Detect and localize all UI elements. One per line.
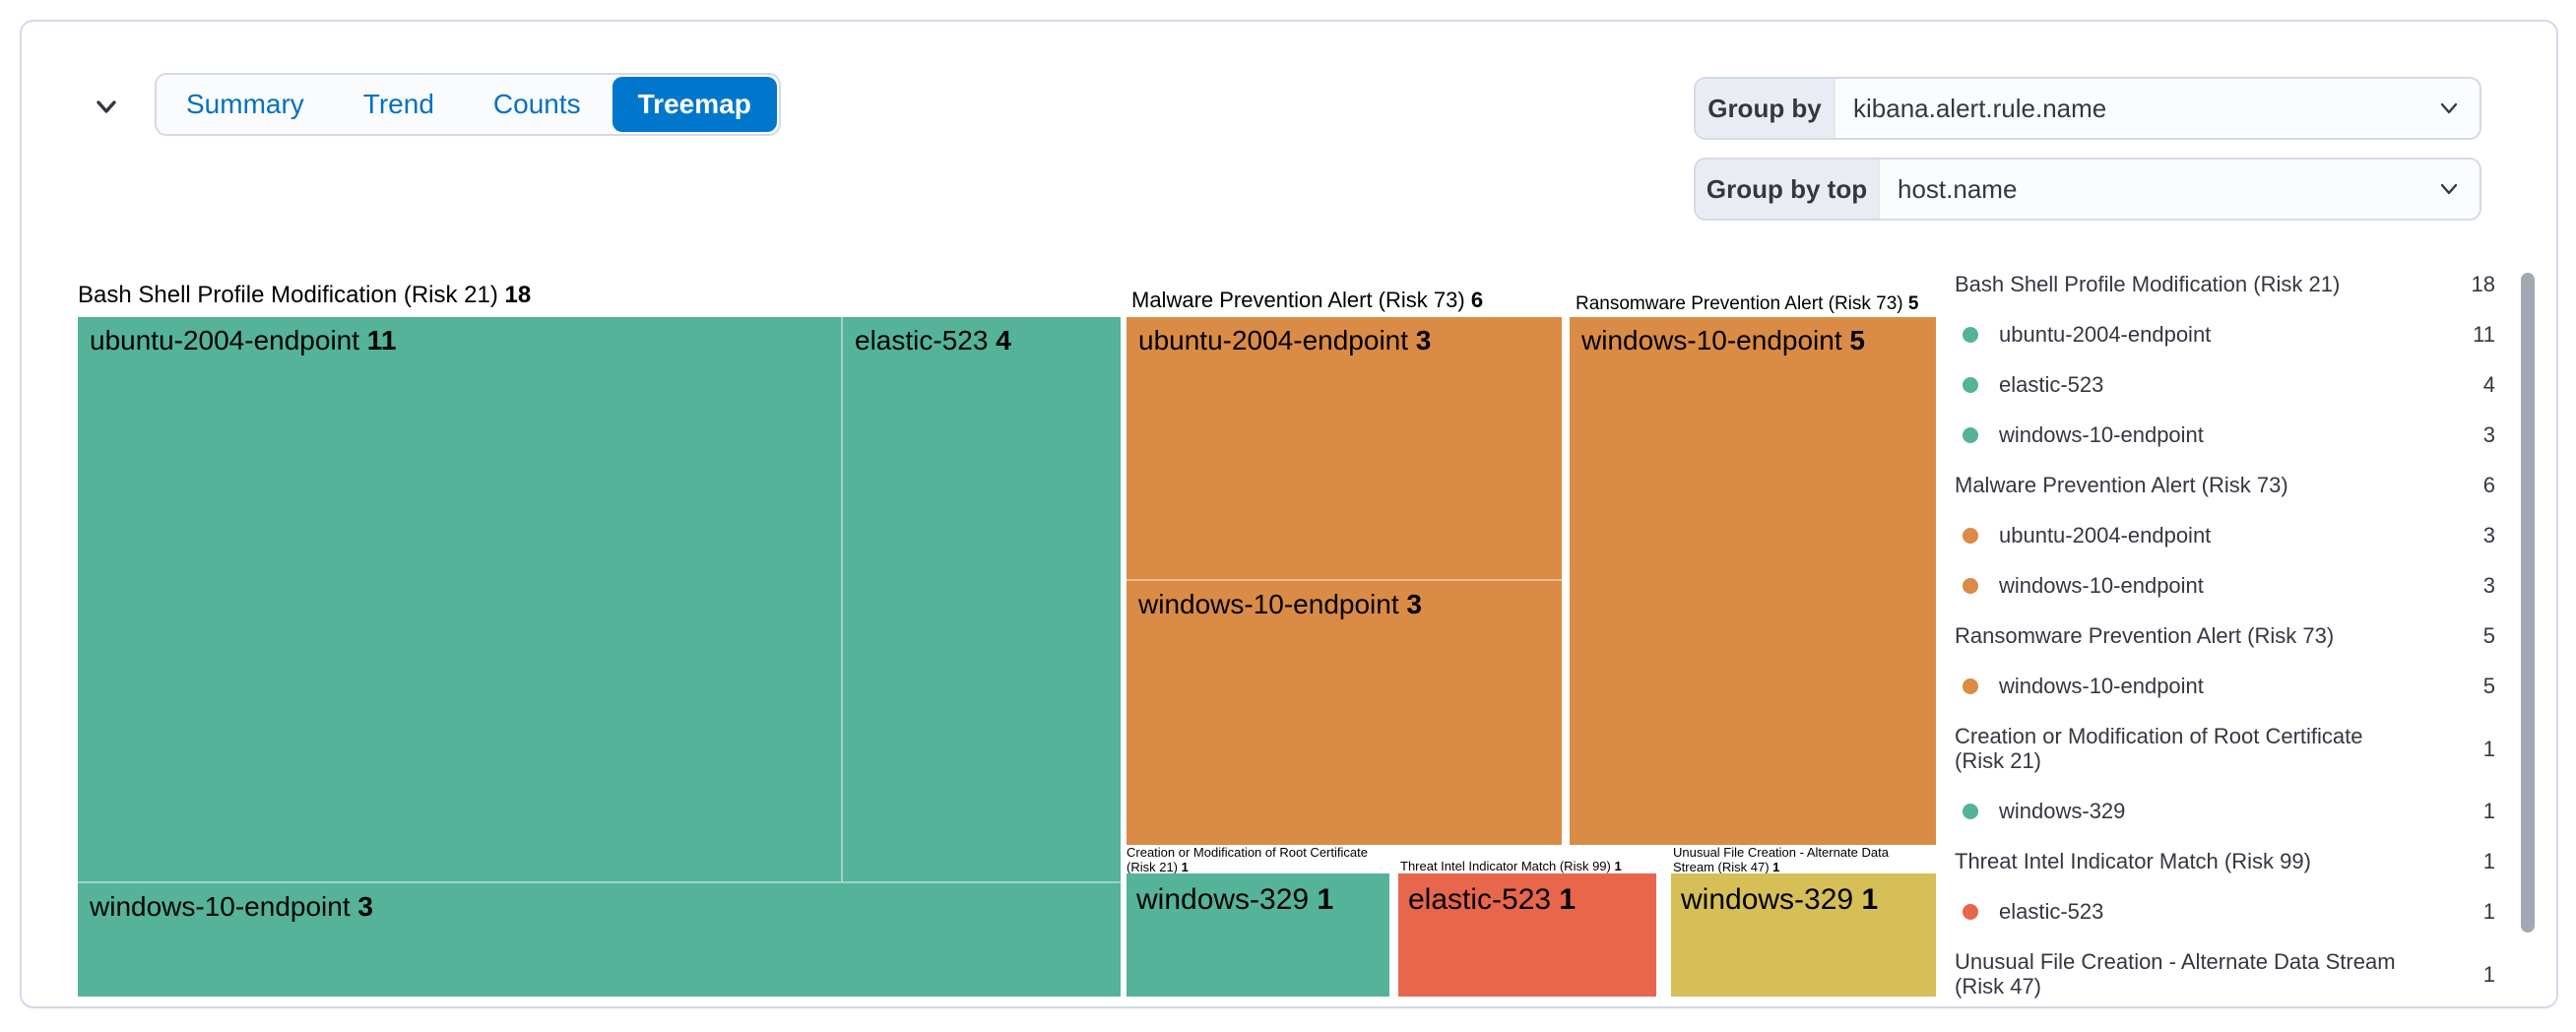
legend-group-item[interactable]: Creation or Modification of Root Certifi… bbox=[1955, 724, 2495, 773]
legend-color-dot bbox=[1963, 677, 1978, 694]
legend-item[interactable]: windows-10-endpoint 3 bbox=[1955, 573, 2495, 598]
collapse-section-button[interactable] bbox=[87, 87, 126, 126]
legend-label: windows-10-endpoint bbox=[1999, 422, 2204, 447]
legend-group-item[interactable]: Threat Intel Indicator Match (Risk 99) 1 bbox=[1955, 849, 2495, 873]
treemap-legend: Bash Shell Profile Modification (Risk 21… bbox=[1955, 272, 2495, 1024]
treemap-cell[interactable]: elastic-523 1 bbox=[1398, 873, 1656, 997]
tab-treemap[interactable]: Treemap bbox=[612, 77, 777, 132]
treemap-cell[interactable]: ubuntu-2004-endpoint 11 bbox=[78, 317, 841, 881]
treemap-group-label: Malware Prevention Alert (Risk 73) 6 bbox=[1131, 288, 1484, 312]
group-by-select[interactable]: Group by kibana.alert.rule.name bbox=[1694, 77, 2481, 140]
legend-item[interactable]: elastic-523 1 bbox=[1955, 899, 2495, 924]
legend-label: elastic-523 bbox=[1999, 899, 2104, 924]
treemap-group: ubuntu-2004-endpoint 3 windows-10-endpoin… bbox=[1127, 317, 1562, 845]
group-by-top-value: host.name bbox=[1898, 173, 2018, 204]
legend-count: 4 bbox=[2482, 372, 2495, 397]
legend-label: Unusual File Creation - Alternate Data S… bbox=[1955, 949, 2396, 999]
legend-group-item[interactable]: Unusual File Creation - Alternate Data S… bbox=[1955, 949, 2495, 999]
legend-count: 1 bbox=[2482, 849, 2495, 873]
treemap-cell-label: windows-329 bbox=[1681, 883, 1862, 916]
treemap-group: elastic-523 1 bbox=[1398, 873, 1656, 997]
legend-count: 3 bbox=[2482, 573, 2495, 598]
alerts-panel: Summary Trend Counts Treemap Group by kiban… bbox=[20, 20, 2558, 1008]
legend-label: windows-10-endpoint bbox=[1999, 674, 2204, 698]
treemap-group-label: Ransomware Prevention Alert (Risk 73) 5 bbox=[1576, 293, 1919, 314]
legend-item[interactable]: ubuntu-2004-endpoint 3 bbox=[1955, 523, 2495, 548]
group-by-value: kibana.alert.rule.name bbox=[1853, 93, 2107, 123]
legend-label: ubuntu-2004-endpoint bbox=[1999, 322, 2212, 347]
treemap-cell-label: windows-10-endpoint bbox=[1581, 325, 1850, 355]
legend-label: windows-10-endpoint bbox=[1999, 573, 2204, 598]
treemap-cell[interactable]: ubuntu-2004-endpoint 3 bbox=[1127, 317, 1562, 579]
group-by-top-prepend-label: Group by top bbox=[1696, 160, 1880, 219]
treemap-group: ubuntu-2004-endpoint 11 elastic-523 4 wind… bbox=[78, 317, 1121, 997]
treemap-cell-label: windows-329 bbox=[1136, 883, 1318, 916]
chevron-down-icon bbox=[2440, 102, 2458, 114]
legend-count: 5 bbox=[2482, 623, 2495, 648]
treemap-cell-label: elastic-523 bbox=[1408, 883, 1560, 916]
legend-count: 1 bbox=[2482, 899, 2495, 924]
legend-label: Creation or Modification of Root Certifi… bbox=[1955, 724, 2363, 773]
chevron-down-icon bbox=[2440, 183, 2458, 195]
treemap-group-label: Unusual File Creation - Alternate Data St… bbox=[1673, 845, 1889, 875]
legend-color-dot bbox=[1963, 376, 1978, 393]
legend-label: Bash Shell Profile Modification (Risk 21… bbox=[1955, 272, 2341, 296]
legend-count: 6 bbox=[2482, 473, 2495, 497]
treemap-chart: Bash Shell Profile Modification (Risk 21… bbox=[22, 22, 2556, 1006]
legend-label: Malware Prevention Alert (Risk 73) bbox=[1955, 473, 2288, 497]
legend-item[interactable]: windows-10-endpoint 3 bbox=[1955, 422, 2495, 447]
legend-count: 5 bbox=[2482, 674, 2495, 698]
legend-count: 1 bbox=[2482, 961, 2495, 987]
legend-color-dot bbox=[1963, 903, 1978, 920]
treemap-cell-label: windows-10-endpoint bbox=[90, 891, 358, 922]
tab-trend[interactable]: Trend bbox=[334, 75, 464, 134]
legend-color-dot bbox=[1963, 426, 1978, 443]
view-tabs: Summary Trend Counts Treemap bbox=[155, 73, 781, 136]
treemap-cell[interactable]: elastic-523 4 bbox=[843, 317, 1121, 881]
group-by-top-select[interactable]: Group by top host.name bbox=[1694, 158, 2481, 221]
legend-label: elastic-523 bbox=[1999, 372, 2104, 397]
legend-item[interactable]: ubuntu-2004-endpoint 11 bbox=[1955, 322, 2495, 347]
legend-item[interactable]: elastic-523 4 bbox=[1955, 372, 2495, 397]
tab-counts[interactable]: Counts bbox=[464, 75, 611, 134]
treemap-group: windows-329 1 bbox=[1671, 873, 1936, 997]
chevron-down-icon bbox=[97, 100, 116, 113]
treemap-group: windows-329 1 bbox=[1127, 873, 1389, 997]
legend-group-item[interactable]: Bash Shell Profile Modification (Risk 21… bbox=[1955, 272, 2495, 296]
treemap-cell[interactable]: windows-10-endpoint 3 bbox=[78, 883, 1121, 997]
legend-item[interactable]: windows-329 1 bbox=[1955, 799, 2495, 823]
treemap-cell-label: ubuntu-2004-endpoint bbox=[90, 325, 367, 355]
treemap-group-label: Bash Shell Profile Modification (Risk 21… bbox=[78, 282, 532, 308]
legend-count: 11 bbox=[2473, 322, 2495, 347]
legend-count: 18 bbox=[2471, 272, 2495, 296]
treemap-cell[interactable]: windows-329 1 bbox=[1127, 873, 1389, 997]
legend-count: 1 bbox=[2482, 799, 2495, 823]
treemap-cell-label: windows-10-endpoint bbox=[1138, 589, 1407, 619]
legend-label: windows-329 bbox=[1999, 799, 2126, 823]
tab-summary[interactable]: Summary bbox=[157, 75, 334, 134]
legend-color-dot bbox=[1963, 577, 1978, 594]
legend-count: 1 bbox=[2482, 736, 2495, 761]
legend-group-item[interactable]: Ransomware Prevention Alert (Risk 73) 5 bbox=[1955, 623, 2495, 648]
treemap-cell[interactable]: windows-329 1 bbox=[1671, 873, 1936, 997]
group-by-prepend-label: Group by bbox=[1696, 79, 1835, 138]
treemap-group: windows-10-endpoint 5 bbox=[1570, 317, 1936, 845]
legend-label: Threat Intel Indicator Match (Risk 99) bbox=[1955, 849, 2311, 873]
legend-count: 3 bbox=[2482, 422, 2495, 447]
legend-color-dot bbox=[1963, 803, 1978, 819]
treemap-cell[interactable]: windows-10-endpoint 5 bbox=[1570, 317, 1936, 845]
treemap-group-label: Threat Intel Indicator Match (Risk 99) 1 bbox=[1400, 859, 1622, 873]
treemap-cell-label: ubuntu-2004-endpoint bbox=[1138, 325, 1416, 355]
legend-label: ubuntu-2004-endpoint bbox=[1999, 523, 2212, 548]
treemap-cell[interactable]: windows-10-endpoint 3 bbox=[1127, 581, 1562, 845]
legend-count: 3 bbox=[2482, 523, 2495, 548]
legend-scrollbar-thumb[interactable] bbox=[2521, 273, 2535, 933]
legend-color-dot bbox=[1963, 527, 1978, 544]
legend-color-dot bbox=[1963, 326, 1978, 343]
treemap-group-label: Creation or Modification of Root Certifi… bbox=[1127, 845, 1368, 875]
legend-label: Ransomware Prevention Alert (Risk 73) bbox=[1955, 623, 2335, 648]
legend-group-item[interactable]: Malware Prevention Alert (Risk 73) 6 bbox=[1955, 473, 2495, 497]
legend-item[interactable]: windows-10-endpoint 5 bbox=[1955, 674, 2495, 698]
treemap-cell-label: elastic-523 bbox=[855, 325, 997, 355]
